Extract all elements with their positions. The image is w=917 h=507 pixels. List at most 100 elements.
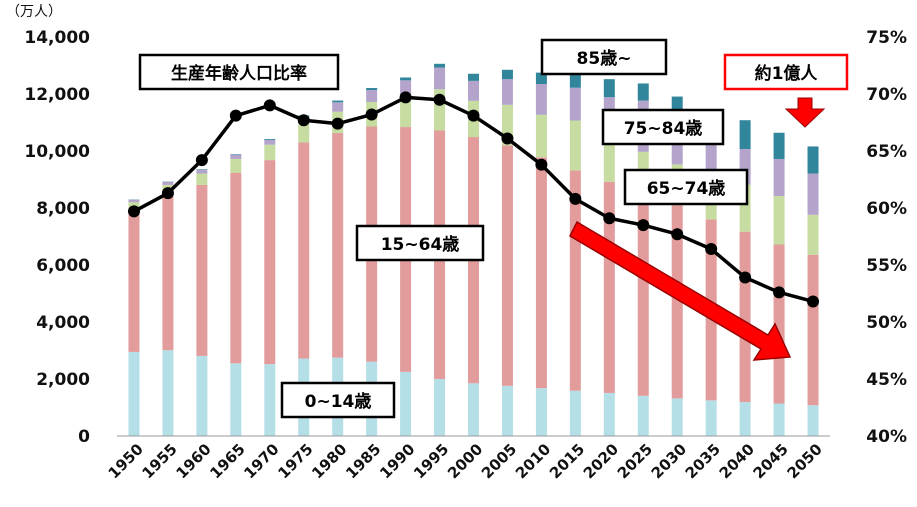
- bar-age0_14: [468, 383, 479, 436]
- bar-age15_64: [332, 133, 343, 358]
- bar-age15_64: [196, 185, 207, 356]
- x-tick-label: 2040: [716, 440, 758, 482]
- bar-age0_14: [196, 356, 207, 436]
- y-unit-label: （万人）: [6, 4, 62, 20]
- callout-ratio: 生産年齢人口比率: [140, 55, 338, 89]
- y-tick-label: 0: [78, 427, 90, 447]
- bar-age0_14: [434, 379, 445, 436]
- callout-85: 85歳~: [542, 40, 666, 74]
- callout-15-64-text: 15~64歳: [381, 234, 460, 255]
- y-tick-label: 2,000: [36, 370, 90, 390]
- bar-age15_64: [808, 255, 819, 405]
- ratio-point: [637, 219, 649, 231]
- callout-65-74-text: 65~74歳: [647, 178, 726, 199]
- y2-tick-label: 60%: [866, 199, 907, 219]
- bar-age75_84: [230, 155, 241, 159]
- y2-tick-label: 65%: [866, 142, 907, 162]
- y-tick-label: 4,000: [36, 313, 90, 333]
- x-tick-label: 2020: [580, 440, 622, 482]
- callout-75-84: 75~84歳: [603, 110, 723, 144]
- x-tick-label: 1960: [172, 440, 214, 482]
- y-tick-label: 10,000: [24, 142, 90, 162]
- bar-age65_74: [774, 196, 785, 244]
- y2-tick-label: 70%: [866, 85, 907, 105]
- bar-age65_74: [196, 174, 207, 185]
- y-tick-label: 6,000: [36, 256, 90, 276]
- ratio-point: [400, 91, 412, 103]
- callout-15-64: 15~64歳: [357, 226, 483, 260]
- y-tick-label: 8,000: [36, 199, 90, 219]
- bar-age15_64: [502, 145, 513, 386]
- x-tick-label: 2010: [512, 440, 554, 482]
- ratio-point: [468, 110, 480, 122]
- ratio-point: [332, 118, 344, 130]
- bar-age85: [332, 101, 343, 103]
- bar-age75_84: [774, 159, 785, 196]
- bar-age85: [604, 79, 615, 97]
- bar-age85: [570, 73, 581, 87]
- x-tick-label: 1980: [308, 440, 350, 482]
- callout-annotation-text: 約1億人: [755, 63, 819, 84]
- x-tick-label: 2005: [478, 440, 520, 482]
- bar-age75_84: [536, 84, 547, 115]
- bar-age65_74: [264, 145, 275, 160]
- y2-tick-label: 50%: [866, 313, 907, 333]
- ratio-point: [196, 154, 208, 166]
- bar-age0_14: [604, 393, 615, 436]
- bar-age0_14: [128, 352, 139, 436]
- x-tick-label: 2025: [614, 440, 656, 482]
- bar-age65_74: [298, 124, 309, 143]
- x-tick-label: 1965: [206, 440, 248, 482]
- bar-age85: [502, 70, 513, 79]
- bar-age75_84: [434, 67, 445, 89]
- bar-age0_14: [672, 398, 683, 436]
- ratio-point: [230, 110, 242, 122]
- callout-annotation: 約1億人: [725, 55, 847, 127]
- bar-age15_64: [264, 160, 275, 364]
- bar-age75_84: [366, 90, 377, 102]
- bar-age85: [740, 120, 751, 149]
- bar-age85: [808, 146, 819, 173]
- ratio-point: [162, 187, 174, 199]
- ratio-point: [264, 99, 276, 111]
- bar-age0_14: [400, 372, 411, 436]
- bar-age85: [230, 154, 241, 155]
- bar-age0_14: [162, 350, 173, 436]
- ratio-point: [739, 272, 751, 284]
- ratio-point: [705, 243, 717, 255]
- x-tick-label: 1970: [240, 440, 282, 482]
- bar-age75_84: [468, 81, 479, 101]
- bar-age0_14: [638, 396, 649, 436]
- x-tick-label: 1950: [105, 440, 147, 482]
- y-tick-label: 14,000: [24, 28, 90, 48]
- bar-age85: [434, 64, 445, 68]
- bar-age85: [468, 74, 479, 81]
- bar-age0_14: [706, 400, 717, 436]
- ratio-point: [366, 109, 378, 121]
- callout-0-14: 0~14歳: [282, 383, 394, 417]
- y2-tick-label: 40%: [866, 427, 907, 447]
- ratio-point: [807, 295, 819, 307]
- bar-age0_14: [570, 391, 581, 436]
- bar-age0_14: [808, 405, 819, 436]
- ratio-point: [434, 94, 446, 106]
- bar-age75_84: [502, 79, 513, 105]
- x-tick-label: 1985: [342, 440, 384, 482]
- bar-age65_74: [808, 215, 819, 255]
- x-tick-label: 2015: [546, 440, 588, 482]
- bar-age75_84: [808, 174, 819, 215]
- x-tick-label: 2050: [784, 440, 826, 482]
- ratio-point: [773, 286, 785, 298]
- ratio-point: [501, 132, 513, 144]
- down-arrow-icon: [786, 98, 824, 127]
- callout-0-14-text: 0~14歳: [305, 391, 372, 412]
- bar-age0_14: [536, 388, 547, 436]
- x-tick-label: 1990: [376, 440, 418, 482]
- callout-65-74: 65~74歳: [625, 170, 747, 204]
- bar-age85: [366, 88, 377, 90]
- x-tick-label: 1995: [410, 440, 452, 482]
- ratio-point: [569, 193, 581, 205]
- bar-age85: [638, 83, 649, 100]
- y2-tick-label: 45%: [866, 370, 907, 390]
